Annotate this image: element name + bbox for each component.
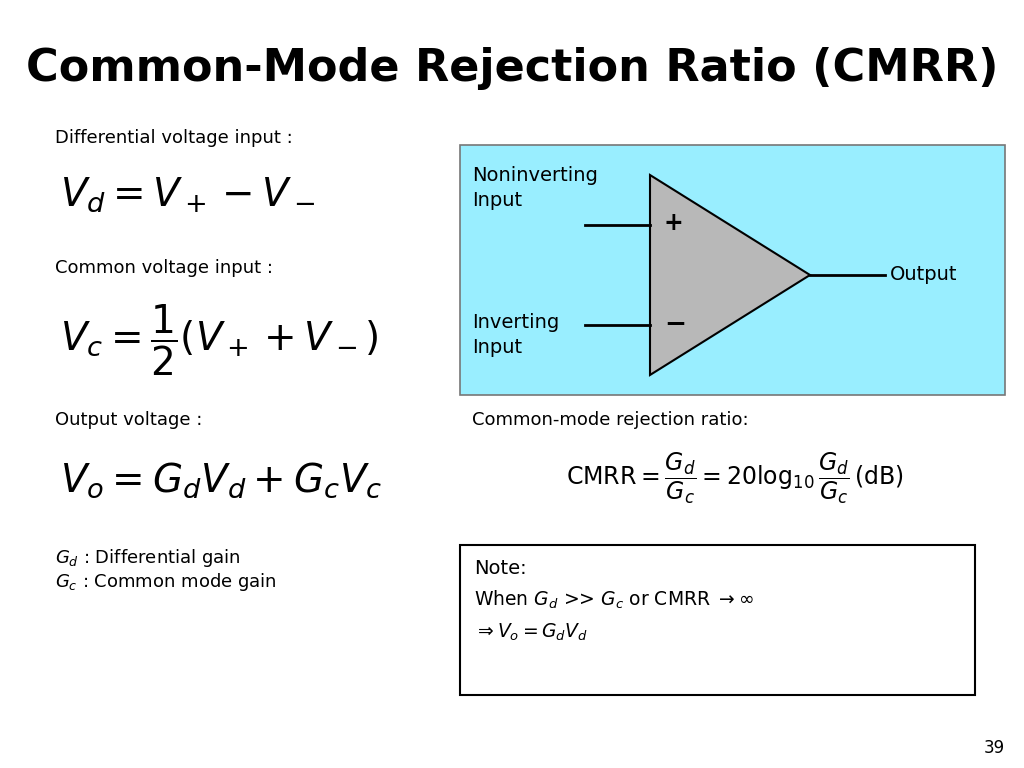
Text: $V_d = V_+ - V_-$: $V_d = V_+ - V_-$ <box>60 176 315 214</box>
Text: Differential voltage input :: Differential voltage input : <box>55 129 293 147</box>
Text: $G_c$ : Common mode gain: $G_c$ : Common mode gain <box>55 571 276 593</box>
Text: 39: 39 <box>984 739 1005 757</box>
Bar <box>460 145 1005 395</box>
Text: $G_d$ : Differential gain: $G_d$ : Differential gain <box>55 547 241 569</box>
Text: Noninverting
Input: Noninverting Input <box>472 166 598 210</box>
Text: +: + <box>664 211 684 235</box>
Polygon shape <box>650 175 810 375</box>
Text: Common-mode rejection ratio:: Common-mode rejection ratio: <box>472 411 749 429</box>
Text: −: − <box>664 312 686 338</box>
Text: Common-Mode Rejection Ratio (CMRR): Common-Mode Rejection Ratio (CMRR) <box>26 47 998 90</box>
Text: Common voltage input :: Common voltage input : <box>55 259 273 277</box>
Text: Output voltage :: Output voltage : <box>55 411 203 429</box>
Text: When $G_d$ >> $G_c$ or CMRR $\rightarrow\infty$: When $G_d$ >> $G_c$ or CMRR $\rightarrow… <box>474 589 754 611</box>
Text: Output: Output <box>890 266 957 284</box>
Text: $\Rightarrow$$V_o = G_d V_d$: $\Rightarrow$$V_o = G_d V_d$ <box>474 621 588 643</box>
Text: Inverting
Input: Inverting Input <box>472 313 559 357</box>
Text: Note:: Note: <box>474 558 526 578</box>
Bar <box>460 545 975 695</box>
Text: $V_c = \dfrac{1}{2}(V_+ + V_-)$: $V_c = \dfrac{1}{2}(V_+ + V_-)$ <box>60 303 379 378</box>
Text: $V_o = G_d V_d + G_c V_c$: $V_o = G_d V_d + G_c V_c$ <box>60 460 382 500</box>
Text: $\mathrm{CMRR} = \dfrac{G_d}{G_c} = 20\log_{10}\dfrac{G_d}{G_c}\,(\mathrm{dB})$: $\mathrm{CMRR} = \dfrac{G_d}{G_c} = 20\l… <box>566 450 904 506</box>
